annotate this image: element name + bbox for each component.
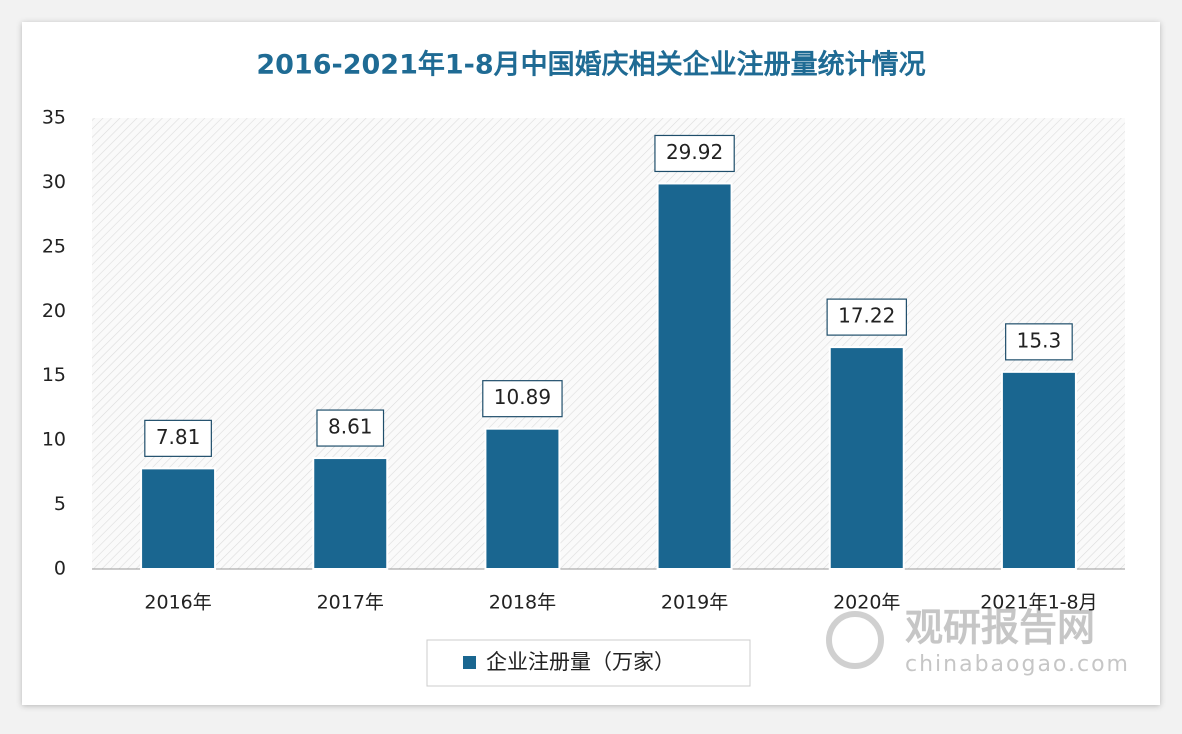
- chart-title: 2016-2021年1-8月中国婚庆相关企业注册量统计情况: [256, 49, 925, 81]
- watermark-logo: [826, 611, 884, 669]
- value-label: 8.61: [328, 415, 373, 439]
- bar: [312, 457, 389, 570]
- x-tick-label: 2021年1-8月: [980, 592, 1097, 614]
- y-tick-label: 15: [42, 364, 66, 386]
- y-tick-label: 35: [42, 107, 66, 129]
- value-label: 29.92: [666, 140, 723, 164]
- bar: [828, 346, 905, 570]
- legend-label: 企业注册量（万家）: [486, 650, 675, 674]
- x-tick-label: 2018年: [489, 592, 556, 614]
- value-label-box: [482, 380, 563, 418]
- value-label-box: [144, 419, 212, 457]
- value-label-group: 8.61: [316, 409, 385, 447]
- y-tick-label: 30: [42, 171, 66, 193]
- value-label-box: [316, 409, 385, 447]
- value-label: 7.81: [156, 425, 201, 449]
- y-tick-label: 5: [54, 493, 66, 515]
- value-label-box: [654, 134, 735, 173]
- y-tick-label: 25: [42, 235, 66, 257]
- value-label: 10.89: [494, 385, 551, 409]
- x-tick-label: 2020年: [833, 592, 900, 614]
- y-tick-label: 20: [42, 300, 66, 322]
- y-tick-label: 10: [42, 429, 66, 451]
- watermark: 观研报告网 chinabaogao.com: [826, 606, 1130, 677]
- bar: [1000, 370, 1077, 570]
- x-tick-label: 2017年: [317, 592, 384, 614]
- value-label: 15.3: [1017, 328, 1062, 352]
- value-label-group: 17.22: [826, 298, 907, 336]
- value-label-group: 15.3: [1005, 323, 1073, 361]
- y-tick-label: 0: [54, 558, 66, 580]
- x-tick-label: 2016年: [144, 592, 211, 614]
- value-label: 17.22: [838, 304, 895, 328]
- legend-box: [426, 639, 751, 687]
- legend-swatch: [463, 656, 476, 669]
- value-label-box: [826, 298, 907, 336]
- bar: [140, 467, 217, 571]
- value-label-group: 7.81: [144, 419, 212, 457]
- bar: [484, 427, 561, 570]
- watermark-brand: 观研报告网: [905, 606, 1095, 650]
- watermark-site: chinabaogao.com: [905, 652, 1130, 677]
- value-label-group: 10.89: [482, 380, 563, 418]
- value-label-group: 29.92: [654, 134, 735, 173]
- x-tick-label: 2019年: [661, 592, 728, 614]
- plot-area: [92, 118, 1125, 569]
- bar: [656, 182, 733, 570]
- value-label-box: [1005, 323, 1073, 361]
